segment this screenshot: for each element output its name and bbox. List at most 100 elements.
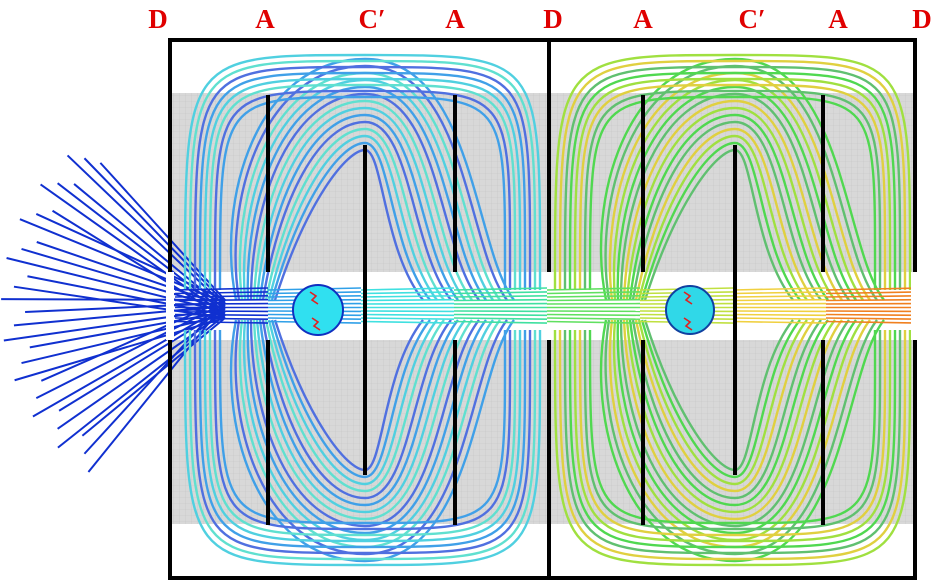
electrode-label: D — [912, 4, 932, 34]
streamline — [622, 99, 843, 301]
streamline — [634, 319, 815, 493]
streamline — [563, 65, 902, 555]
streamline — [546, 287, 641, 291]
streamline — [453, 298, 548, 302]
streamline — [66, 154, 226, 307]
streamline — [21, 314, 226, 365]
streamline — [360, 291, 455, 295]
streamline — [732, 320, 827, 324]
streamline — [174, 313, 269, 317]
streamline — [825, 295, 920, 298]
streamline — [264, 127, 445, 301]
electrode-label: D — [543, 4, 563, 34]
streamline — [599, 319, 885, 563]
streamline — [619, 92, 850, 301]
streamline — [546, 313, 641, 317]
streamlines — [1, 53, 920, 567]
streamline — [546, 295, 641, 298]
streamline — [640, 141, 801, 301]
streamline — [193, 65, 532, 555]
streamline — [546, 320, 641, 324]
streamline — [174, 317, 269, 320]
electrode-label: A — [633, 4, 653, 34]
streamline — [183, 53, 542, 567]
streamline — [255, 106, 466, 301]
streamline — [546, 317, 641, 320]
streamline — [58, 308, 226, 412]
streamline — [453, 313, 548, 317]
streamline — [825, 317, 920, 320]
streamline — [640, 319, 801, 479]
streamline — [261, 319, 452, 500]
streamline — [35, 212, 226, 301]
streamline — [732, 295, 827, 298]
streamline — [732, 313, 827, 317]
streamline — [825, 298, 920, 302]
streamline — [453, 295, 548, 298]
streamline — [270, 141, 431, 301]
streamline — [258, 319, 459, 507]
streamline — [453, 291, 548, 295]
streamline — [229, 57, 515, 301]
streamline — [732, 298, 827, 302]
streamline — [825, 313, 920, 317]
streamline — [208, 83, 517, 537]
streamline — [616, 85, 857, 301]
streamline — [825, 291, 920, 295]
streamline — [546, 298, 641, 302]
streamline — [360, 313, 455, 317]
streamline — [267, 319, 438, 486]
streamline — [453, 317, 548, 320]
streamline — [87, 302, 226, 473]
streamline — [360, 320, 455, 324]
streamline — [616, 319, 857, 535]
streamline — [732, 317, 827, 320]
streamline — [588, 95, 877, 525]
streamline — [622, 319, 843, 521]
streamline — [360, 298, 455, 302]
streamline — [174, 295, 269, 298]
streamline — [267, 134, 438, 301]
streamline — [13, 305, 226, 327]
streamline — [360, 317, 455, 320]
streamline — [218, 95, 507, 525]
streamline — [619, 319, 850, 528]
streamline — [631, 319, 822, 500]
streamline — [568, 71, 897, 549]
streamline — [628, 319, 829, 507]
electrode-label: A — [445, 4, 465, 34]
streamline — [174, 291, 269, 295]
streamline — [825, 320, 920, 324]
streamline — [188, 59, 537, 561]
electrode-label: A — [828, 4, 848, 34]
streamline — [83, 157, 226, 304]
streamline — [14, 317, 226, 382]
streamline — [637, 319, 808, 486]
streamline — [258, 113, 459, 301]
streamline — [631, 120, 822, 301]
streamline — [553, 53, 912, 567]
streamline — [229, 319, 515, 563]
streamline — [13, 285, 226, 319]
streamline — [825, 287, 920, 291]
streamline — [573, 77, 892, 543]
streamline — [628, 113, 829, 301]
streamline — [6, 257, 226, 313]
streamline — [360, 287, 455, 291]
streamline — [270, 319, 431, 479]
streamline — [174, 287, 269, 291]
electrode-label: A — [255, 4, 275, 34]
streamline — [249, 92, 480, 301]
streamline — [36, 241, 226, 307]
streamline — [732, 291, 827, 295]
streamline — [83, 299, 226, 455]
particles — [292, 284, 715, 336]
streamline — [637, 134, 808, 301]
electrode-label: C′ — [358, 4, 385, 34]
streamline — [40, 299, 226, 382]
streamline — [174, 320, 269, 324]
streamline — [578, 83, 887, 537]
streamline — [558, 59, 907, 561]
streamline — [249, 319, 480, 528]
